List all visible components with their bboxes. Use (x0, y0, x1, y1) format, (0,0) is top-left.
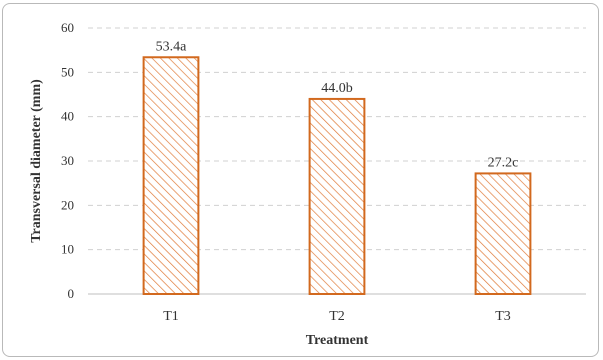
x-axis-title: Treatment (306, 333, 369, 348)
data-label: 27.2c (488, 155, 519, 170)
x-tick-label: T1 (163, 309, 179, 324)
y-tick-label: 30 (61, 153, 74, 168)
y-axis-ticks: 0 10 20 30 40 50 60 (61, 20, 74, 301)
y-tick-label: 50 (61, 64, 74, 79)
y-tick-label: 20 (61, 197, 74, 212)
bars (142, 56, 532, 296)
x-axis-categories: T1 T2 T3 (163, 309, 511, 324)
x-tick-label: T2 (329, 309, 345, 324)
bar-t1 (142, 56, 200, 296)
data-labels: 53.4a 44.0b 27.2c (156, 39, 519, 170)
x-tick-label: T3 (495, 309, 511, 324)
y-tick-label: 0 (68, 286, 75, 301)
bar-t2 (308, 97, 366, 295)
data-label: 53.4a (156, 39, 188, 54)
y-tick-label: 40 (61, 109, 74, 124)
y-tick-label: 60 (61, 20, 74, 35)
y-tick-label: 10 (61, 242, 74, 257)
bar-t3 (474, 172, 532, 295)
y-axis-title: Transversal diameter (mm) (29, 79, 44, 243)
data-label: 44.0b (321, 81, 353, 96)
